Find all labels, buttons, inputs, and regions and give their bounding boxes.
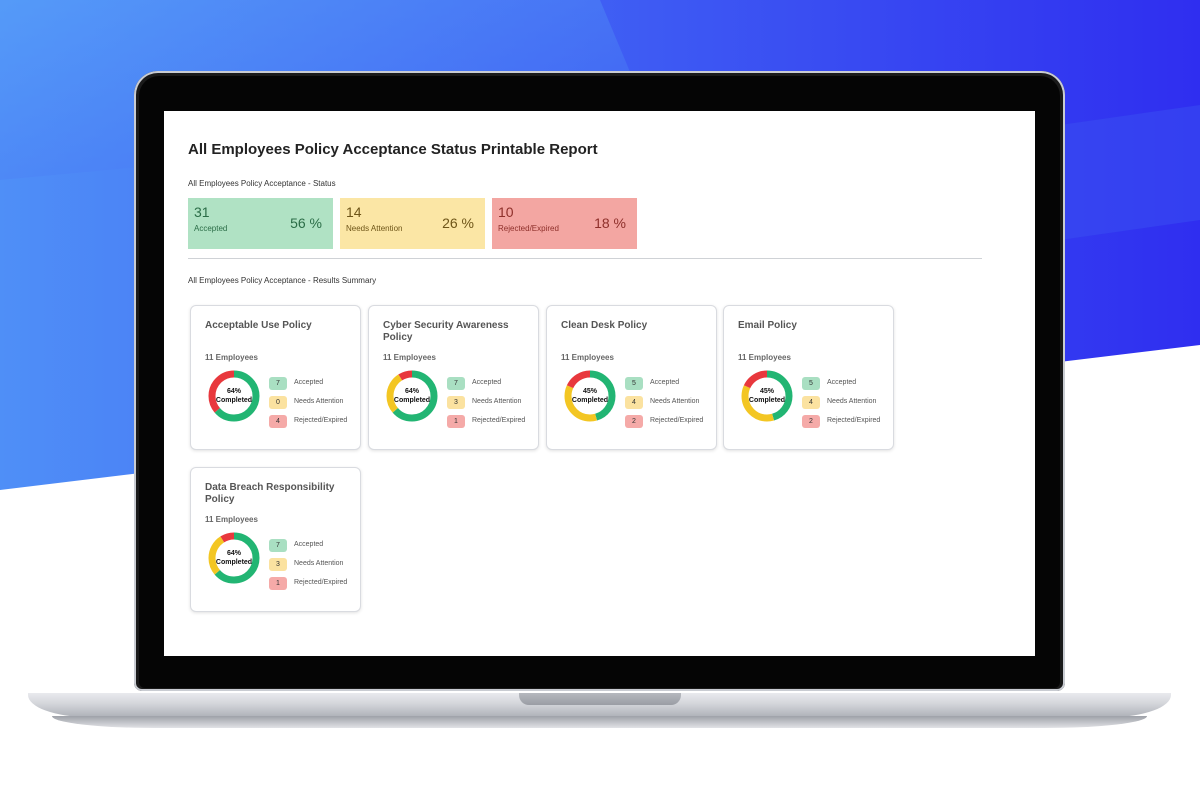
accepted-count-badge: 7	[269, 539, 287, 552]
donut-segment-needs-attention	[741, 370, 793, 422]
legend-label: Needs Attention	[294, 398, 344, 405]
completion-percent: 64%	[226, 388, 241, 395]
completion-percent: 45%	[759, 388, 774, 395]
status-label: Rejected/Expired	[498, 224, 559, 233]
completion-percent: 64%	[226, 550, 241, 557]
policy-title: Clean Desk Policy	[561, 320, 648, 331]
employee-count: 11 Employees	[205, 353, 258, 362]
policy-card: Data Breach Responsibility Policy 11 Emp…	[190, 467, 361, 612]
status-percent: 18 %	[594, 215, 626, 231]
status-percent: 26 %	[442, 215, 474, 231]
accepted-count-badge: 7	[447, 377, 465, 390]
donut-label: 64% Completed	[207, 387, 261, 405]
completion-donut	[564, 370, 616, 422]
donut-segment-needs-attention	[208, 532, 260, 584]
employee-count: 11 Employees	[561, 353, 614, 362]
status-count: 14	[346, 204, 362, 220]
legend-label: Needs Attention	[827, 398, 877, 405]
laptop-notch	[519, 693, 681, 705]
summary-section-label: All Employees Policy Acceptance - Result…	[188, 276, 377, 285]
report-screen: All Employees Policy Acceptance Status P…	[164, 111, 1035, 656]
legend-label: Rejected/Expired	[472, 417, 526, 424]
status-count: 10	[498, 204, 514, 220]
legend-label: Accepted	[827, 379, 857, 386]
donut-label: 45% Completed	[740, 387, 794, 405]
policy-title: Acceptable Use Policy	[205, 320, 312, 331]
divider	[188, 258, 982, 259]
needs-attention-count-badge: 3	[447, 396, 465, 409]
donut-label: 64% Completed	[207, 549, 261, 567]
policy-card: Email Policy 11 Employees 45% Completed …	[723, 305, 894, 450]
rejected-count-badge: 4	[269, 415, 287, 428]
completion-label: Completed	[215, 397, 253, 404]
completion-percent: 64%	[404, 388, 419, 395]
status-percent: 56 %	[290, 215, 322, 231]
accepted-count-badge: 5	[802, 377, 820, 390]
completion-label: Completed	[748, 397, 786, 404]
status-card-rejected: 10 Rejected/Expired 18 %	[492, 198, 637, 249]
employee-count: 11 Employees	[738, 353, 791, 362]
accepted-count-badge: 7	[269, 377, 287, 390]
legend-label: Rejected/Expired	[827, 417, 881, 424]
rejected-count-badge: 1	[447, 415, 465, 428]
page-title: All Employees Policy Acceptance Status P…	[188, 141, 598, 158]
legend-label: Rejected/Expired	[650, 417, 704, 424]
status-card-accepted: 31 Accepted 56 %	[188, 198, 333, 249]
legend-label: Accepted	[294, 541, 324, 548]
completion-label: Completed	[393, 397, 431, 404]
needs-attention-count-badge: 4	[802, 396, 820, 409]
needs-attention-count-badge: 3	[269, 558, 287, 571]
donut-segment-rejected	[741, 370, 793, 422]
legend-label: Rejected/Expired	[294, 579, 348, 586]
completion-label: Completed	[571, 397, 609, 404]
donut-segment-rejected	[208, 370, 260, 422]
completion-donut	[208, 532, 260, 584]
legend-label: Needs Attention	[650, 398, 700, 405]
accepted-count-badge: 5	[625, 377, 643, 390]
rejected-count-badge: 1	[269, 577, 287, 590]
completion-donut	[208, 370, 260, 422]
laptop-base-bottom	[52, 716, 1147, 728]
policy-card: Acceptable Use Policy 11 Employees 64% C…	[190, 305, 361, 450]
completion-label: Completed	[215, 559, 253, 566]
policy-title: Data Breach Responsibility Policy	[205, 482, 335, 505]
legend-label: Needs Attention	[472, 398, 522, 405]
status-card-needs-attention: 14 Needs Attention 26 %	[340, 198, 485, 249]
employee-count: 11 Employees	[383, 353, 436, 362]
employee-count: 11 Employees	[205, 515, 258, 524]
policy-card: Cyber Security Awareness Policy 11 Emplo…	[368, 305, 539, 450]
status-count: 31	[194, 204, 210, 220]
needs-attention-count-badge: 4	[625, 396, 643, 409]
donut-label: 45% Completed	[563, 387, 617, 405]
donut-segment-rejected	[208, 532, 260, 584]
completion-percent: 45%	[582, 388, 597, 395]
donut-segment-rejected	[564, 370, 616, 422]
legend-label: Needs Attention	[294, 560, 344, 567]
donut-segment-rejected	[386, 370, 438, 422]
policy-card: Clean Desk Policy 11 Employees 45% Compl…	[546, 305, 717, 450]
completion-donut	[741, 370, 793, 422]
legend-label: Accepted	[294, 379, 324, 386]
status-section-label: All Employees Policy Acceptance - Status	[188, 179, 336, 188]
completion-donut	[386, 370, 438, 422]
needs-attention-count-badge: 0	[269, 396, 287, 409]
donut-segment-needs-attention	[564, 370, 616, 422]
donut-label: 64% Completed	[385, 387, 439, 405]
legend-label: Rejected/Expired	[294, 417, 348, 424]
rejected-count-badge: 2	[802, 415, 820, 428]
status-label: Needs Attention	[346, 224, 403, 233]
policy-title: Email Policy	[738, 320, 797, 331]
legend-label: Accepted	[472, 379, 502, 386]
policy-title: Cyber Security Awareness Policy	[383, 320, 509, 343]
donut-segment-needs-attention	[386, 370, 438, 422]
legend-label: Accepted	[650, 379, 680, 386]
rejected-count-badge: 2	[625, 415, 643, 428]
status-label: Accepted	[194, 224, 228, 233]
